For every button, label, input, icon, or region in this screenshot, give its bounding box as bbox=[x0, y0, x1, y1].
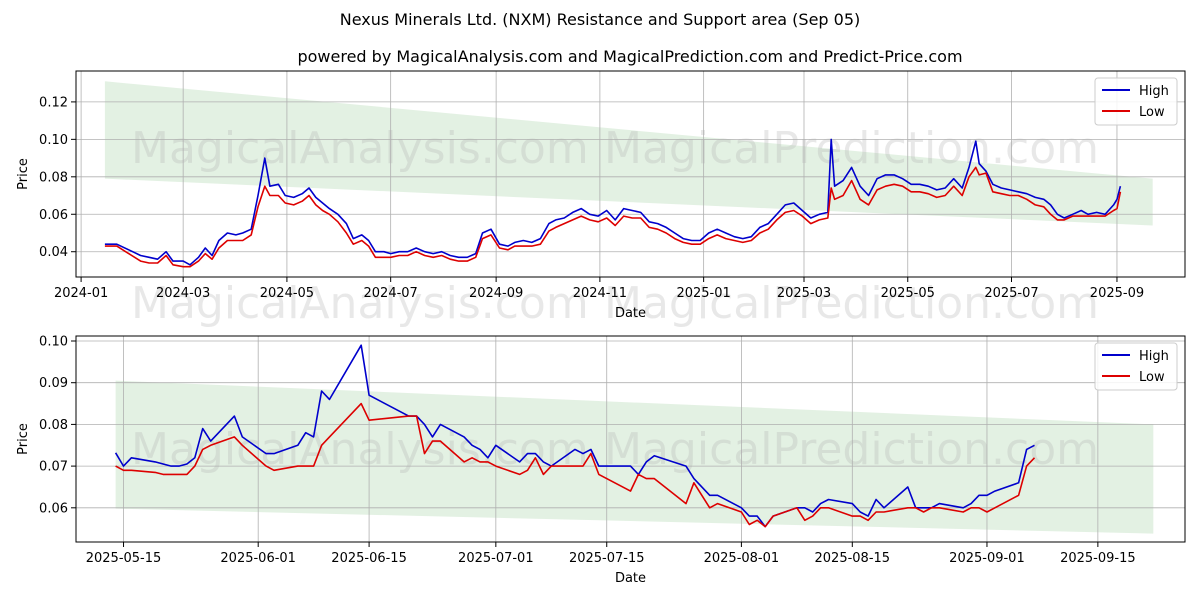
x-tick-label: 2024-03 bbox=[156, 286, 210, 301]
x-tick-label: 2025-06-01 bbox=[220, 551, 296, 566]
x-tick-label: 2025-07-15 bbox=[569, 551, 645, 566]
y-axis-title: Price bbox=[16, 158, 31, 190]
x-tick-label: 2025-09 bbox=[1090, 286, 1144, 301]
series-line-high bbox=[104, 138, 1122, 266]
x-tick-label: 2025-07-01 bbox=[458, 551, 534, 566]
chart-subtitle: powered by MagicalAnalysis.com and Magic… bbox=[297, 47, 962, 66]
watermark-text: MagicalAnalysis.com bbox=[131, 123, 589, 174]
x-tick-label: 2024-09 bbox=[469, 286, 523, 301]
support-resistance-band bbox=[104, 81, 1153, 226]
series-line-low bbox=[115, 402, 1036, 528]
x-tick-label: 2025-08-01 bbox=[704, 551, 780, 566]
y-tick-label: 0.06 bbox=[39, 208, 68, 223]
y-tick-label: 0.08 bbox=[39, 418, 68, 433]
y-tick-label: 0.04 bbox=[39, 245, 68, 260]
x-tick-label: 2025-07 bbox=[984, 286, 1038, 301]
watermark-text: MagicalPrediction.com bbox=[604, 123, 1099, 174]
x-tick-label: 2025-03 bbox=[777, 286, 831, 301]
legend-label-high: High bbox=[1139, 349, 1169, 364]
legend-label-low: Low bbox=[1139, 370, 1165, 385]
y-tick-label: 0.06 bbox=[39, 501, 68, 516]
x-tick-label: 2024-07 bbox=[364, 286, 418, 301]
x-tick-label: 2024-05 bbox=[260, 286, 314, 301]
x-tick-label: 2025-09-15 bbox=[1060, 551, 1136, 566]
y-tick-label: 0.10 bbox=[39, 133, 68, 148]
watermark-text: MagicalPrediction.com bbox=[604, 278, 1099, 329]
y-axis-title: Price bbox=[16, 423, 31, 455]
x-axis-title: Date bbox=[615, 306, 646, 321]
watermark-text: MagicalAnalysis.com bbox=[131, 278, 589, 329]
x-tick-label: 2024-01 bbox=[54, 286, 108, 301]
legend-label-high: High bbox=[1139, 84, 1169, 99]
x-tick-label: 2025-09-01 bbox=[949, 551, 1025, 566]
y-tick-label: 0.08 bbox=[39, 170, 68, 185]
y-tick-label: 0.12 bbox=[39, 95, 68, 110]
series-line-high bbox=[114, 344, 1035, 528]
chart-title: Nexus Minerals Ltd. (NXM) Resistance and… bbox=[340, 10, 861, 29]
chart-panel-recent-range: MagicalAnalysis.com MagicalPrediction.com… bbox=[16, 335, 1186, 586]
x-axis-title: Date bbox=[615, 571, 646, 586]
axes-frame bbox=[75, 335, 1186, 543]
x-tick-label: 2025-05-15 bbox=[86, 551, 162, 566]
x-tick-label: 2025-06-15 bbox=[331, 551, 407, 566]
y-tick-label: 0.09 bbox=[39, 376, 68, 391]
watermark-text: MagicalAnalysis.com bbox=[131, 424, 589, 475]
legend-label-low: Low bbox=[1139, 105, 1165, 120]
watermark-text: MagicalPrediction.com bbox=[604, 424, 1099, 475]
x-tick-label: 2024-11 bbox=[573, 286, 627, 301]
chart-panel-full-range: MagicalAnalysis.com MagicalPrediction.com… bbox=[16, 70, 1186, 329]
x-tick-label: 2025-01 bbox=[676, 286, 730, 301]
y-tick-label: 0.07 bbox=[39, 460, 68, 475]
series-line-low bbox=[104, 166, 1122, 268]
axes-frame bbox=[75, 70, 1186, 278]
x-tick-label: 2025-05 bbox=[881, 286, 935, 301]
x-tick-label: 2025-08-15 bbox=[815, 551, 891, 566]
y-tick-label: 0.10 bbox=[39, 335, 68, 350]
